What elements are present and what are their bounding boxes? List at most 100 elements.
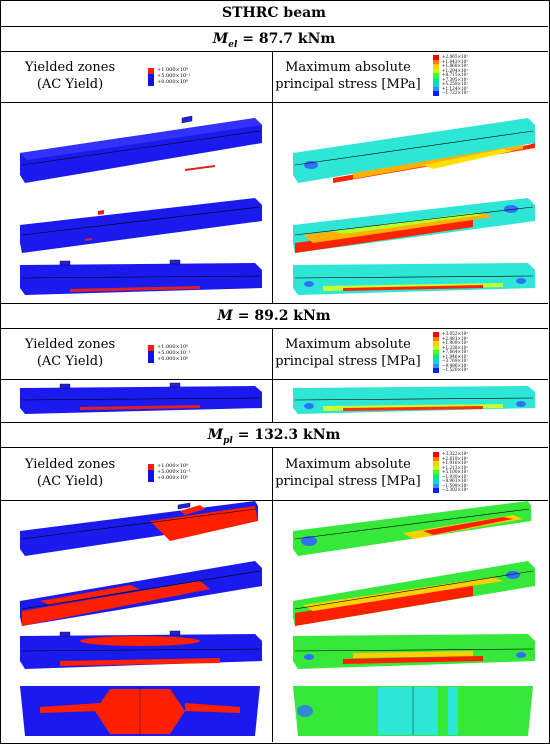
- yield-header-cell: Yielded zones (AC Yield) +1.000×10⁰ +5.0…: [0, 448, 273, 500]
- image-row-1: [0, 103, 548, 304]
- stress-legend-label: +1.338×10²: [442, 344, 469, 350]
- yield-header-cell: Yielded zones (AC Yield) +1.000×10⁰ +5.0…: [0, 329, 273, 379]
- stress-legend-swatch: [433, 359, 439, 364]
- moment-value: = 132.3 kNm: [232, 427, 341, 443]
- stress-legend-swatch: [433, 345, 439, 350]
- header-row-1: Yielded zones (AC Yield) +1.000×10⁰ +5.0…: [0, 52, 548, 103]
- table-title: STHRC beam: [0, 0, 548, 27]
- stress-legend-swatch: [433, 452, 439, 457]
- moment-symbol: M: [212, 31, 229, 47]
- yield-legend-label: +1.000×10⁰: [157, 463, 189, 469]
- stress-header-line2: principal stress [MPa]: [275, 77, 421, 92]
- stress-legend-label: −9.486×10¹: [442, 362, 469, 368]
- stress-legend-label: +3.052×10²: [442, 331, 469, 336]
- stress-header-line1: Maximum absolute: [285, 60, 411, 75]
- stress-legend-swatch: [433, 350, 439, 355]
- stress-legend-label: −1.520×10²: [442, 367, 469, 372]
- stress-legend-label: +1.909×10²: [442, 340, 469, 345]
- image-row-3: [0, 501, 548, 742]
- stress-beam-7: [293, 634, 535, 669]
- moment-symbol: M: [217, 308, 233, 324]
- yield-plots: [0, 103, 273, 303]
- stress-header-line2: principal stress [MPa]: [275, 354, 421, 369]
- stress-legend-swatch: [433, 368, 439, 373]
- stress-beam-5: [293, 501, 531, 556]
- stress-beam-3: [293, 263, 535, 295]
- stress-legend-label: +5.100×10¹: [442, 469, 469, 474]
- stress-legend-swatch: [433, 479, 439, 484]
- stress-legend-swatch: [433, 336, 439, 341]
- moment-symbol: M: [207, 427, 224, 443]
- yield-header-line2: (AC Yield): [36, 77, 104, 92]
- yield-beam-3: [20, 259, 262, 295]
- yield-legend-label: +1.000×10⁰: [157, 67, 189, 73]
- yield-beam-5: [20, 501, 258, 556]
- stress-legend-label: −3.769×10¹: [442, 358, 469, 363]
- moment-value: = 89.2 kNm: [232, 308, 331, 324]
- yield-legend-label: +5.000×10⁻¹: [157, 73, 191, 79]
- stress-legend-swatch: [433, 488, 439, 493]
- header-row-3: Yielded zones (AC Yield) +1.000×10⁰ +5.0…: [0, 448, 548, 501]
- stress-legend-swatch: [433, 77, 439, 82]
- stress-legend-label: +1.294×10²: [442, 67, 469, 73]
- stress-legend-swatch: [433, 64, 439, 69]
- yield-legend-label: +0.000×10⁰: [157, 79, 189, 85]
- moment-subscript: el: [228, 39, 238, 50]
- yield-legend-label: +5.000×10⁻¹: [157, 350, 191, 356]
- stress-beam-8: [293, 686, 533, 736]
- moment-subscript: pl: [223, 435, 233, 446]
- stress-beam-2: [293, 198, 535, 253]
- yield-plots: [0, 501, 273, 742]
- yield-beam-6: [20, 561, 262, 626]
- stress-legend-swatch: [433, 82, 439, 87]
- stress-legend-swatch: [433, 86, 439, 91]
- stress-plots: [273, 103, 548, 303]
- yield-plots: [0, 380, 273, 422]
- stress-beam-6: [293, 561, 535, 626]
- stress-legend-swatch: [433, 474, 439, 479]
- yield-header-line1: Yielded zones: [24, 457, 116, 472]
- stress-legend-label: +3.322×10²: [442, 451, 469, 456]
- stress-legend-label: +2.065×10²: [442, 54, 469, 59]
- yield-beam-8: [20, 686, 260, 736]
- stress-plots: [273, 380, 548, 422]
- stress-legend-label: −8.961×10¹: [442, 478, 469, 483]
- stress-legend-label: +2.619×10²: [442, 455, 469, 461]
- stress-legend-swatch: [433, 456, 439, 461]
- moment-row-3: Mpl = 132.3 kNm: [0, 423, 548, 448]
- stress-legend-label: +7.395×10¹: [442, 76, 469, 82]
- stress-plots: [273, 501, 548, 742]
- stress-legend-swatch: [433, 354, 439, 359]
- stress-legend-label: +1.124×10²: [442, 85, 469, 91]
- stress-legend-label: +8.715×10¹: [442, 72, 469, 77]
- stress-header-cell: Maximum absolute principal stress [MPa] …: [273, 329, 548, 379]
- stress-legend-swatch: [433, 470, 439, 475]
- stress-legend-label: +5.259×10¹: [442, 81, 469, 86]
- stress-beam-4: [293, 386, 535, 414]
- yield-header-cell: Yielded zones (AC Yield) +1.000×10⁰ +5.0…: [0, 52, 273, 102]
- yield-legend-label: +0.000×10⁰: [157, 356, 189, 362]
- stress-legend-label: +1.946×10¹: [442, 353, 469, 359]
- yield-beam-1: [20, 115, 262, 183]
- stress-legend-swatch: [433, 461, 439, 466]
- stress-header-line2: principal stress [MPa]: [275, 474, 421, 489]
- yield-header-line1: Yielded zones: [24, 60, 116, 75]
- stress-legend-swatch: [433, 332, 439, 337]
- header-row-2: Yielded zones (AC Yield) +1.000×10⁰ +5.0…: [0, 329, 548, 380]
- stress-header-line1: Maximum absolute: [285, 457, 411, 472]
- moment-value: = 87.7 kNm: [237, 31, 336, 47]
- stress-legend-label: +1.916×10²: [442, 460, 469, 465]
- stress-legend-label: +1.868×10²: [442, 63, 469, 68]
- stress-header-line1: Maximum absolute: [285, 337, 411, 352]
- stress-legend-swatch: [433, 341, 439, 346]
- stress-legend-label: +2.481×10²: [442, 335, 469, 341]
- stress-legend-swatch: [433, 363, 439, 368]
- yield-header-line2: (AC Yield): [36, 474, 104, 489]
- stress-legend-swatch: [433, 483, 439, 488]
- stress-legend-label: +7.664×10¹: [442, 349, 469, 354]
- yield-header-line2: (AC Yield): [36, 354, 104, 369]
- yield-legend-label: +0.000×10⁰: [157, 475, 189, 481]
- stress-legend-swatch: [433, 465, 439, 470]
- moment-row-2: M = 89.2 kNm: [0, 304, 548, 329]
- stress-legend-swatch: [433, 59, 439, 64]
